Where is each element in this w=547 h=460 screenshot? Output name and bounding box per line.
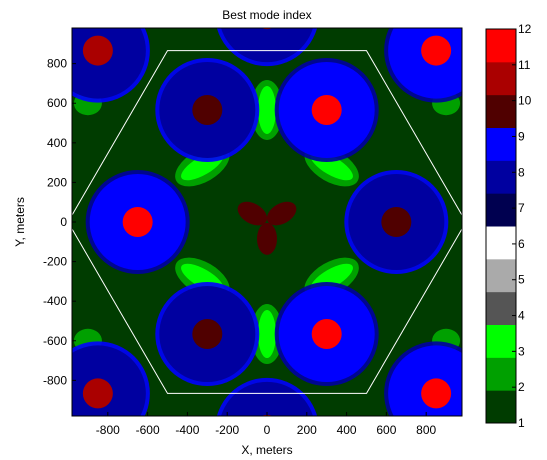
- y-tick-label: 400: [47, 136, 67, 150]
- x-tick-label: -400: [175, 423, 199, 437]
- x-axis-label: X, meters: [241, 443, 292, 457]
- site-core: [421, 378, 452, 409]
- colorbar-swatch: [486, 258, 516, 293]
- colorbar-swatch: [486, 94, 516, 128]
- y-tick-label: -400: [43, 294, 67, 308]
- colorbar-tick-label: 6: [518, 237, 525, 251]
- colorbar-tick-label: 2: [518, 380, 525, 394]
- x-tick-label: -800: [96, 423, 120, 437]
- colorbar-swatch: [486, 61, 516, 96]
- colorbar-tick-label: 5: [518, 273, 525, 287]
- heatmap-area: [67, 27, 467, 417]
- colorbar-swatch: [486, 226, 516, 260]
- site-core: [122, 207, 153, 237]
- colorbar-tick-label: 11: [518, 58, 531, 72]
- site-core: [381, 207, 412, 237]
- y-tick-label: 200: [47, 175, 67, 189]
- y-axis-ticks: 800 600 400 200 0 -200 -400 -600 -800: [43, 57, 76, 387]
- y-axis-label: Y, meters: [13, 197, 27, 247]
- site-core: [82, 35, 113, 66]
- colorbar-tick-label: 12: [518, 22, 532, 36]
- colorbar-tick-label: 8: [518, 165, 525, 179]
- colorbar-tick-label: 7: [518, 201, 525, 215]
- x-axis-ticks: -800 -600 -400 -200 0 200 400 600 800: [96, 412, 437, 437]
- colorbar-tick-label: 9: [518, 129, 525, 143]
- center-lobe: [266, 201, 297, 226]
- x-tick-label: 400: [337, 423, 357, 437]
- y-tick-label: -600: [43, 334, 67, 348]
- x-tick-label: -200: [215, 423, 239, 437]
- site-core: [311, 94, 342, 125]
- site-coverage-cell: [221, 28, 313, 63]
- colorbar-swatch: [486, 193, 516, 227]
- y-tick-label: 600: [47, 96, 67, 110]
- colorbar-tick-label: 10: [518, 94, 532, 108]
- colorbar-swatch: [486, 29, 516, 63]
- colorbar-swatch: [486, 160, 516, 194]
- colorbar-tick-label: 4: [518, 309, 525, 323]
- y-tick-label: -200: [43, 255, 67, 269]
- y-tick-label: 0: [60, 215, 67, 229]
- site-core: [421, 35, 452, 66]
- y-tick-label: -800: [43, 373, 67, 387]
- colorbar-frame: [485, 28, 517, 424]
- colorbar-swatch: [486, 390, 516, 424]
- center-lobe: [257, 222, 277, 255]
- chart-title: Best mode index: [222, 8, 311, 22]
- colorbar-swatch: [486, 357, 516, 391]
- region-patch: [258, 310, 276, 359]
- x-tick-label: 600: [376, 423, 396, 437]
- site-core: [192, 319, 223, 350]
- colorbar-tick-label: 1: [518, 416, 525, 430]
- x-tick-label: 200: [297, 423, 317, 437]
- site-core: [192, 94, 223, 125]
- x-tick-label: -600: [136, 423, 160, 437]
- colorbar-tick-label: 3: [518, 344, 525, 358]
- site-core: [82, 378, 113, 409]
- site-coverage-cell: [221, 381, 313, 416]
- center-lobe: [237, 201, 268, 226]
- y-tick-label: 800: [47, 57, 67, 71]
- colorbar-swatch: [486, 324, 516, 358]
- region-patch: [258, 85, 276, 134]
- x-tick-label: 800: [416, 423, 436, 437]
- colorbar-swatch: [486, 291, 516, 325]
- site-core: [311, 319, 342, 350]
- colorbar: 12 11 10 9 8 7 6 5 4 3 2 1: [485, 22, 532, 430]
- colorbar-swatch: [486, 127, 516, 161]
- x-tick-label: 0: [264, 423, 271, 437]
- hexagon-cell-boundary: [67, 50, 467, 394]
